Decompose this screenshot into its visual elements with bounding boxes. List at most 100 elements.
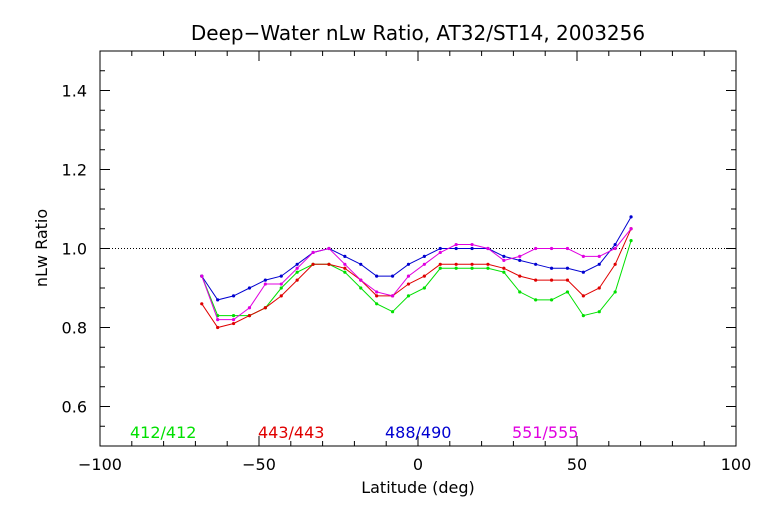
data-point (613, 242, 617, 247)
data-point (438, 266, 442, 270)
data-point (231, 318, 236, 322)
data-point (343, 266, 347, 270)
data-point (406, 274, 411, 278)
data-point (549, 266, 554, 270)
y-tick-label: 0.8 (62, 319, 87, 338)
data-point (438, 246, 442, 251)
x-tick-label: −50 (242, 455, 276, 474)
y-tick-label: 0.6 (62, 398, 87, 417)
data-point (597, 286, 601, 290)
data-point (613, 262, 617, 266)
data-point (343, 254, 347, 258)
data-point (359, 286, 363, 290)
data-point (311, 262, 315, 266)
series-1 (200, 227, 633, 330)
data-point (406, 294, 411, 298)
data-point (406, 262, 411, 266)
data-point (263, 282, 267, 286)
data-point (343, 262, 347, 266)
data-point (486, 246, 490, 251)
data-point (454, 246, 458, 251)
data-point (629, 215, 633, 219)
data-point (327, 262, 331, 266)
data-point (295, 278, 299, 282)
data-point (518, 274, 522, 278)
data-point (581, 270, 585, 274)
y-tick-label: 1.0 (62, 240, 87, 259)
data-point (200, 302, 204, 306)
data-point (200, 274, 204, 278)
x-tick-label: 50 (567, 455, 587, 474)
data-point (406, 282, 411, 286)
data-point (422, 274, 426, 278)
data-point (375, 302, 379, 306)
data-point (295, 266, 299, 270)
data-point (295, 270, 299, 274)
data-point (311, 250, 315, 255)
data-point (502, 258, 506, 262)
y-axis-label: nLw Ratio (32, 209, 51, 287)
data-point (454, 242, 458, 247)
data-point (279, 294, 283, 298)
data-point (565, 246, 570, 251)
series-line (201, 240, 632, 317)
data-point (422, 286, 426, 290)
data-point (247, 286, 252, 290)
data-point (565, 290, 570, 294)
data-point (613, 246, 617, 251)
data-point (486, 262, 490, 266)
legend-entry: 443/443 (258, 423, 324, 442)
data-point (263, 278, 267, 282)
data-point (454, 262, 458, 266)
legend-entry: 488/490 (385, 423, 451, 442)
data-point (534, 278, 538, 282)
data-point (390, 274, 395, 278)
chart-title: Deep−Water nLw Ratio, AT32/ST14, 2003256 (191, 21, 645, 45)
data-point (231, 314, 236, 318)
data-point (518, 290, 522, 294)
series-line (201, 228, 632, 321)
series-line (201, 216, 632, 301)
data-point (375, 294, 379, 298)
data-point (518, 258, 522, 262)
data-point (581, 314, 585, 318)
data-point (549, 246, 554, 251)
data-point (597, 310, 601, 314)
data-point (247, 314, 252, 318)
data-point (581, 254, 585, 258)
data-point (565, 278, 570, 282)
data-point (216, 318, 220, 322)
data-point (279, 274, 283, 278)
data-point (470, 242, 474, 247)
data-point (247, 306, 252, 310)
data-point (422, 254, 426, 258)
data-point (502, 266, 506, 270)
data-point (359, 278, 363, 282)
data-point (534, 262, 538, 266)
data-point (390, 294, 395, 298)
data-point (375, 274, 379, 278)
data-point (629, 239, 633, 243)
data-point (534, 246, 538, 251)
data-point (343, 270, 347, 274)
x-tick-label: 100 (721, 455, 752, 474)
series-line (201, 228, 632, 329)
data-point (518, 254, 522, 258)
data-point (454, 266, 458, 270)
data-point (549, 278, 554, 282)
data-point (438, 250, 442, 255)
y-tick-label: 1.2 (62, 161, 87, 180)
data-point (390, 310, 395, 314)
x-axis-label: Latitude (deg) (361, 478, 475, 497)
data-point (216, 298, 220, 302)
data-point (359, 262, 363, 266)
data-point (470, 262, 474, 266)
y-tick-label: 1.4 (62, 82, 87, 101)
data-point (613, 290, 617, 294)
data-point (375, 290, 379, 294)
legend-entry: 551/555 (512, 423, 578, 442)
data-point (581, 294, 585, 298)
data-point (502, 270, 506, 274)
